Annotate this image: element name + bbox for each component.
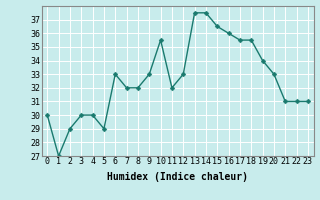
X-axis label: Humidex (Indice chaleur): Humidex (Indice chaleur)	[107, 172, 248, 182]
